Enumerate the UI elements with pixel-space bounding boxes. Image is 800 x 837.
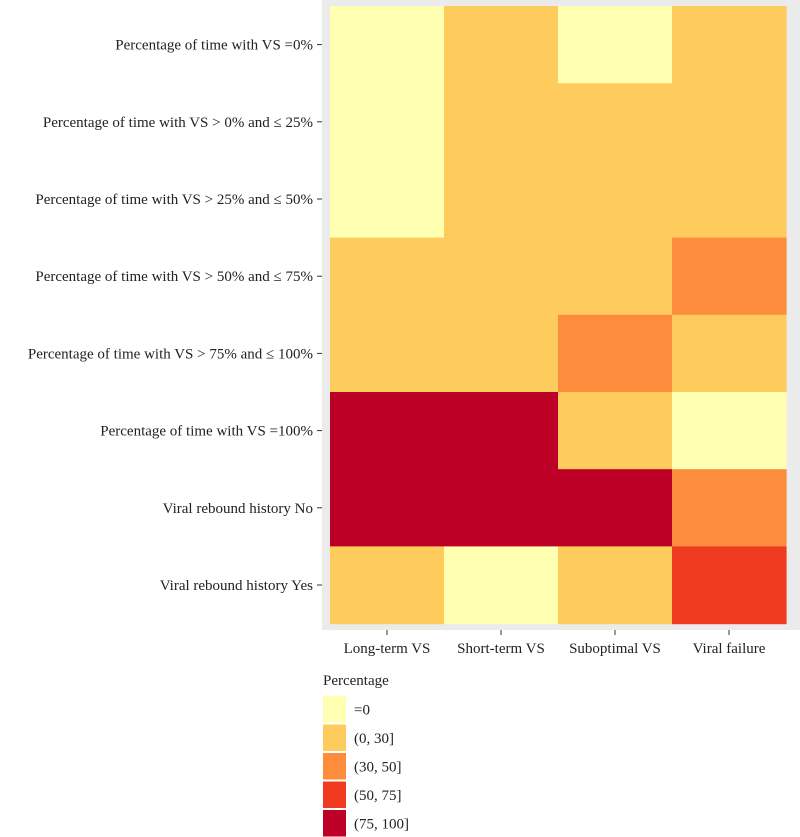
heatmap-cell <box>330 237 445 316</box>
heatmap-cells <box>330 6 787 625</box>
y-axis: Percentage of time with VS =0% Percentage… <box>28 38 322 594</box>
y-tick-label: Percentage of time with VS =0% <box>115 38 313 54</box>
legend-label: (50, 75] <box>354 788 402 804</box>
heatmap-cell <box>672 546 787 625</box>
heatmap-cell <box>330 160 445 239</box>
heatmap-cell <box>330 6 445 84</box>
heatmap-cell <box>672 469 787 547</box>
heatmap-cell <box>672 83 787 161</box>
legend-label: (0, 30] <box>354 731 394 747</box>
heatmap-cell <box>444 546 559 625</box>
heatmap-cell <box>444 160 559 239</box>
legend-label: (30, 50] <box>354 759 402 775</box>
legend-key <box>323 753 346 780</box>
heatmap-cell <box>558 314 673 393</box>
heatmap-cell <box>558 83 673 161</box>
y-tick-label: Viral rebound history Yes <box>160 578 313 594</box>
heatmap-cell <box>444 314 559 393</box>
heatmap-cell <box>330 83 445 161</box>
y-tick-label: Viral rebound history No <box>163 501 313 517</box>
legend-label: =0 <box>354 702 370 718</box>
legend: Percentage =0 (0, 30] (30, 50] (50, 75] (75,… <box>323 673 409 837</box>
legend-key <box>323 810 346 837</box>
heatmap-cell <box>558 469 673 547</box>
heatmap-cell <box>444 392 559 470</box>
heatmap-cell <box>672 160 787 239</box>
y-tick-label: Percentage of time with VS > 25% and ≤ 5… <box>35 192 313 208</box>
heatmap-cell <box>444 6 559 84</box>
y-tick-label: Percentage of time with VS > 50% and ≤ 7… <box>35 269 313 285</box>
heatmap-cell <box>330 469 445 547</box>
heatmap-cell <box>672 6 787 84</box>
heatmap-cell <box>444 83 559 161</box>
legend-key <box>323 696 346 723</box>
x-tick-label: Long-term VS <box>344 641 431 657</box>
heatmap-cell <box>330 546 445 625</box>
x-axis: Long-term VS Short-term VS Suboptimal VS Vi… <box>344 630 766 657</box>
x-tick-label: Suboptimal VS <box>569 641 661 657</box>
heatmap-cell <box>558 392 673 470</box>
heatmap-cell <box>558 160 673 239</box>
heatmap-cell <box>672 314 787 393</box>
heatmap-cell <box>330 314 445 393</box>
legend-key <box>323 724 346 751</box>
y-tick-label: Percentage of time with VS > 0% and ≤ 25… <box>43 115 313 131</box>
heatmap-cell <box>558 6 673 84</box>
legend-key <box>323 781 346 808</box>
y-tick-label: Percentage of time with VS =100% <box>100 424 313 440</box>
x-tick-label: Short-term VS <box>457 641 545 657</box>
x-tick-label: Viral failure <box>693 641 766 657</box>
y-tick-label: Percentage of time with VS > 75% and ≤ 1… <box>28 346 313 362</box>
heatmap-cell <box>558 237 673 316</box>
heatmap-cell <box>558 546 673 625</box>
heatmap-cell <box>672 392 787 470</box>
heatmap-cell <box>330 392 445 470</box>
heatmap-cell <box>672 237 787 316</box>
heatmap-cell <box>444 237 559 316</box>
heatmap-cell <box>444 469 559 547</box>
legend-label: (75, 100] <box>354 816 409 832</box>
legend-title: Percentage <box>323 673 389 689</box>
